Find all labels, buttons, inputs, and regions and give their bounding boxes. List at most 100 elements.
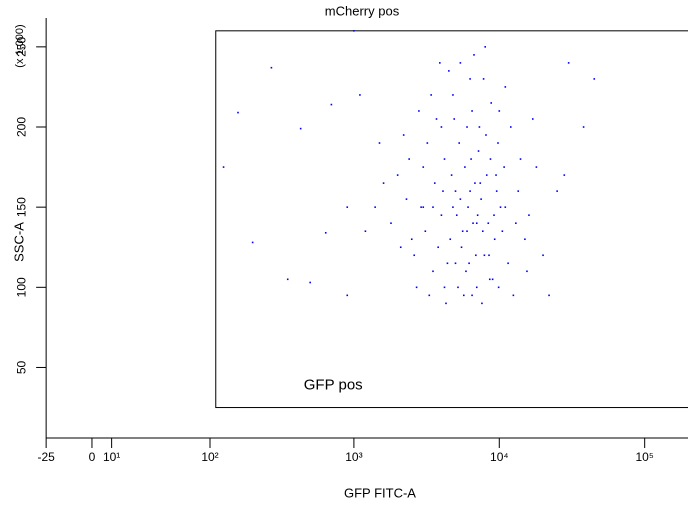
- point: [454, 190, 457, 192]
- point: [499, 206, 502, 208]
- point: [382, 182, 385, 184]
- point: [286, 278, 289, 281]
- point: [542, 254, 544, 257]
- point: [426, 142, 429, 144]
- point: [484, 46, 486, 48]
- point: [359, 94, 361, 96]
- point: [346, 206, 349, 208]
- x-axis-label: GFP FITC-A: [344, 485, 416, 500]
- point: [462, 294, 465, 297]
- point: [526, 270, 528, 273]
- x-tick-label: 10⁵: [636, 450, 654, 464]
- point: [437, 246, 439, 249]
- point: [396, 174, 399, 176]
- point: [237, 111, 239, 114]
- point: [476, 214, 479, 216]
- point: [567, 62, 570, 64]
- x-tick-label: 10³: [345, 450, 362, 464]
- point: [460, 246, 463, 249]
- point: [440, 126, 443, 128]
- point: [330, 103, 333, 106]
- x-tick-label: 0: [89, 450, 96, 464]
- point: [493, 238, 496, 241]
- point: [410, 238, 413, 241]
- point: [482, 78, 485, 80]
- point: [405, 198, 408, 200]
- y-tick-label: 200: [14, 117, 28, 137]
- y-tick-label: 50: [14, 360, 28, 374]
- point: [471, 294, 473, 297]
- point: [455, 214, 458, 216]
- point: [524, 238, 526, 241]
- x-tick-label: -25: [37, 450, 55, 464]
- point: [469, 78, 471, 80]
- point: [472, 222, 474, 224]
- point: [270, 66, 273, 69]
- point: [422, 206, 425, 208]
- point: [346, 294, 349, 297]
- point: [495, 190, 498, 192]
- point: [461, 230, 464, 233]
- point: [504, 86, 507, 88]
- x-tick-label: 10²: [201, 450, 218, 464]
- point: [466, 126, 468, 128]
- point: [493, 214, 495, 216]
- point: [454, 262, 457, 265]
- point: [531, 118, 534, 120]
- point: [481, 230, 484, 233]
- point: [487, 222, 490, 224]
- point: [413, 254, 416, 257]
- point: [483, 254, 486, 257]
- point: [491, 278, 494, 281]
- point: [497, 142, 499, 144]
- point: [485, 134, 487, 136]
- point: [507, 262, 509, 265]
- point: [480, 198, 482, 200]
- point: [430, 94, 432, 96]
- point: [517, 190, 520, 192]
- point: [440, 214, 443, 216]
- point: [418, 110, 420, 112]
- point: [364, 230, 367, 233]
- y-tick-label: 150: [14, 197, 28, 217]
- gate-label: GFP pos: [304, 377, 363, 394]
- point: [556, 190, 558, 192]
- point: [424, 230, 427, 233]
- point: [442, 190, 444, 192]
- point: [535, 166, 538, 168]
- point: [593, 78, 596, 80]
- point: [485, 174, 488, 176]
- point: [465, 270, 467, 273]
- point: [452, 206, 454, 208]
- point: [415, 286, 418, 289]
- point: [478, 126, 481, 128]
- point: [449, 238, 452, 241]
- point: [443, 158, 446, 160]
- point: [488, 254, 490, 257]
- point: [443, 286, 446, 289]
- point: [473, 54, 475, 56]
- point: [498, 110, 501, 112]
- point: [450, 174, 453, 176]
- point: [481, 302, 483, 305]
- point: [467, 206, 469, 208]
- point: [469, 190, 471, 192]
- point: [479, 182, 482, 184]
- y-tick-label: 250: [14, 37, 28, 57]
- point: [399, 246, 402, 249]
- point: [509, 126, 512, 128]
- point: [299, 127, 302, 130]
- point: [452, 94, 454, 96]
- point: [464, 166, 466, 168]
- point: [470, 158, 472, 160]
- point: [445, 302, 447, 305]
- point: [446, 262, 449, 265]
- point: [408, 158, 410, 160]
- point: [324, 232, 327, 234]
- gate: [215, 30, 688, 409]
- y-axis-label: SSC-A: [11, 222, 26, 262]
- point: [489, 158, 492, 160]
- point: [501, 230, 504, 233]
